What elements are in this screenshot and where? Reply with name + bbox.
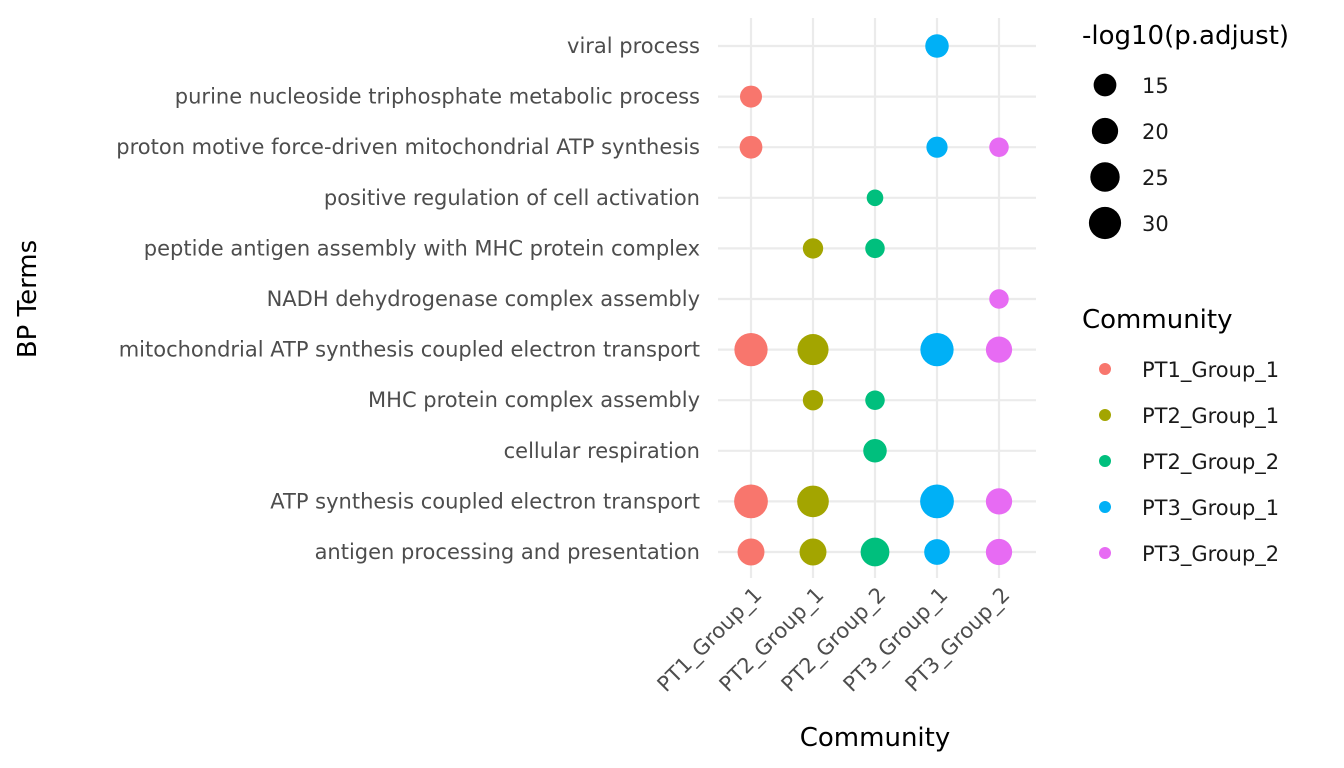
color-legend-key	[1099, 363, 1111, 375]
color-legend: Community PT1_Group_1 PT2_Group_1 PT2_Grou…	[1082, 305, 1279, 567]
data-point	[989, 137, 1009, 157]
size-legend-label: 15	[1142, 74, 1169, 98]
color-legend-label: PT3_Group_1	[1142, 496, 1279, 521]
color-legend-label: PT2_Group_1	[1142, 404, 1279, 429]
data-point	[920, 332, 954, 367]
size-legend-label: 20	[1142, 120, 1169, 144]
data-point	[860, 537, 890, 567]
y-tick-label: ATP synthesis coupled electron transport	[270, 489, 700, 513]
data-point	[739, 135, 763, 159]
data-point	[797, 334, 829, 366]
data-point	[797, 485, 829, 518]
color-legend-key	[1099, 501, 1111, 513]
color-legend-label: PT1_Group_1	[1142, 358, 1279, 383]
data-point	[866, 189, 884, 207]
y-tick-labels: antigen processing and presentation ATP s…	[116, 34, 700, 564]
data-point	[920, 484, 954, 519]
y-tick-label: cellular respiration	[504, 439, 700, 463]
y-tick-label: NADH dehydrogenase complex assembly	[267, 287, 700, 311]
size-legend: -log10(p.adjust) 15 20 25 30	[1082, 21, 1289, 240]
data-point	[925, 34, 949, 58]
color-legend-label: PT3_Group_2	[1142, 542, 1279, 567]
size-legend-title: -log10(p.adjust)	[1082, 21, 1289, 51]
y-tick-label: viral process	[567, 34, 700, 58]
color-legend-key	[1099, 455, 1111, 467]
y-tick-label: MHC protein complex assembly	[368, 388, 700, 412]
color-legend-key	[1099, 409, 1111, 421]
data-point	[799, 538, 827, 566]
color-legend-key	[1099, 547, 1111, 559]
y-tick-label: positive regulation of cell activation	[324, 186, 700, 210]
data-point	[985, 538, 1013, 566]
data-point	[734, 332, 768, 367]
size-legend-key	[1088, 206, 1122, 240]
color-legend-label: PT2_Group_2	[1142, 450, 1279, 475]
x-tick-label: PT1_Group_1	[653, 583, 768, 698]
data-point	[802, 238, 824, 259]
x-axis-title: Community	[800, 723, 950, 753]
data-point	[802, 390, 824, 411]
data-point	[737, 538, 765, 566]
data-point	[865, 390, 885, 410]
y-tick-label: antigen processing and presentation	[315, 540, 700, 564]
data-point	[926, 136, 948, 158]
size-legend-key	[1090, 162, 1120, 192]
size-legend-key	[1091, 117, 1119, 145]
data-point	[734, 484, 768, 519]
data-point	[985, 488, 1013, 515]
size-legend-label: 30	[1142, 212, 1169, 236]
y-tick-label: purine nucleoside triphosphate metabolic…	[175, 85, 700, 109]
size-legend-key	[1093, 73, 1117, 97]
x-tick-labels: PT1_Group_1PT2_Group_1PT2_Group_2PT3_Gro…	[653, 583, 1016, 698]
y-tick-label: mitochondrial ATP synthesis coupled elec…	[119, 338, 700, 362]
data-point	[863, 439, 887, 463]
data-point	[924, 539, 950, 565]
y-tick-label: peptide antigen assembly with MHC protei…	[144, 236, 700, 260]
data-point	[865, 238, 885, 259]
data-points	[734, 34, 1013, 567]
y-axis-title: BP Terms	[13, 240, 43, 358]
y-tick-label: proton motive force-driven mitochondrial…	[116, 135, 700, 159]
data-point	[985, 336, 1013, 363]
data-point	[739, 85, 763, 108]
color-legend-title: Community	[1082, 305, 1232, 335]
size-legend-label: 25	[1142, 166, 1169, 190]
data-point	[989, 289, 1009, 309]
